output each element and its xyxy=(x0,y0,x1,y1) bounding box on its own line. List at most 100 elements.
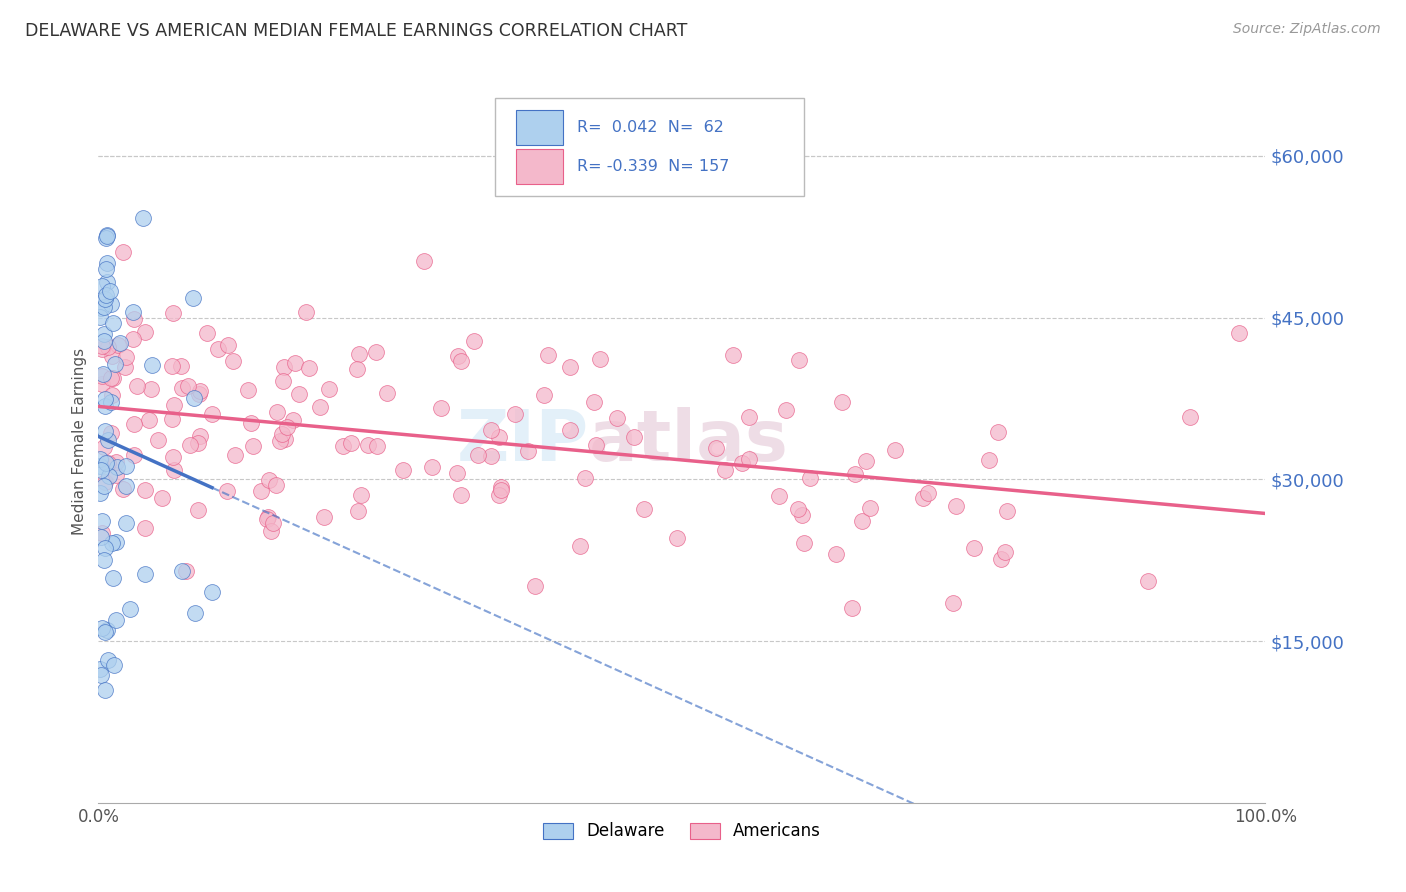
Point xyxy=(101,371,124,385)
Point xyxy=(90,342,112,356)
Point xyxy=(793,536,815,550)
Point xyxy=(911,491,934,505)
Point xyxy=(91,621,114,635)
Point xyxy=(96,623,118,637)
Point xyxy=(134,567,156,582)
Point xyxy=(990,552,1012,566)
Point xyxy=(101,387,124,401)
Point xyxy=(96,227,118,242)
Point xyxy=(281,413,304,427)
Point xyxy=(94,424,117,438)
Point xyxy=(105,534,128,549)
Point xyxy=(1178,410,1201,425)
Point xyxy=(633,501,655,516)
Point xyxy=(195,326,218,340)
Point xyxy=(174,564,197,578)
Point xyxy=(90,530,112,544)
Point xyxy=(963,541,986,556)
Point xyxy=(91,279,114,293)
Point xyxy=(704,441,727,455)
Point xyxy=(713,463,735,477)
Point xyxy=(346,362,368,376)
Point xyxy=(430,401,453,415)
Point xyxy=(89,458,111,473)
Point xyxy=(256,509,278,524)
Point xyxy=(364,345,387,359)
Point xyxy=(90,377,112,392)
Point xyxy=(188,384,211,399)
Point xyxy=(574,471,596,485)
Point xyxy=(287,387,309,401)
Point xyxy=(170,564,193,578)
Point xyxy=(537,348,560,362)
Point xyxy=(222,354,245,368)
Point xyxy=(97,456,120,470)
Point xyxy=(201,407,224,421)
Text: Source: ZipAtlas.com: Source: ZipAtlas.com xyxy=(1233,22,1381,37)
Point xyxy=(479,449,502,463)
Point xyxy=(90,339,112,353)
Point xyxy=(93,440,115,454)
Point xyxy=(104,614,127,628)
Point xyxy=(97,652,120,666)
Point xyxy=(375,385,398,400)
Point xyxy=(560,424,582,438)
Point xyxy=(488,487,510,501)
Point xyxy=(107,338,129,352)
Point xyxy=(107,459,129,474)
Point xyxy=(122,305,145,319)
Text: R= -0.339  N= 157: R= -0.339 N= 157 xyxy=(576,159,730,174)
Point xyxy=(125,379,148,393)
Point xyxy=(731,456,754,470)
Point xyxy=(93,624,115,639)
Point xyxy=(945,499,967,513)
Point xyxy=(987,425,1010,440)
Point xyxy=(97,433,120,447)
Point xyxy=(100,425,122,440)
Point xyxy=(100,535,122,549)
Point xyxy=(100,297,122,311)
Point xyxy=(91,526,114,541)
Point xyxy=(93,479,115,493)
Point xyxy=(489,483,512,498)
Point xyxy=(94,288,117,302)
Point xyxy=(141,358,163,372)
Point xyxy=(96,229,118,244)
Point xyxy=(217,483,239,498)
Point xyxy=(97,340,120,354)
Point xyxy=(1227,326,1250,340)
Point xyxy=(114,360,136,375)
Point xyxy=(187,503,209,517)
Point xyxy=(533,388,555,402)
Point xyxy=(93,553,115,567)
Point xyxy=(294,305,316,319)
Point xyxy=(851,514,873,528)
Point xyxy=(844,467,866,481)
Point xyxy=(90,463,112,477)
Point xyxy=(479,423,502,437)
FancyBboxPatch shape xyxy=(495,98,804,196)
Point xyxy=(98,468,121,483)
Point xyxy=(768,489,790,503)
Point xyxy=(786,502,808,516)
Point xyxy=(790,508,813,522)
Point xyxy=(799,471,821,485)
Point xyxy=(121,332,143,346)
Point xyxy=(103,658,125,673)
Point xyxy=(273,432,295,446)
Point xyxy=(115,479,138,493)
Point xyxy=(463,334,485,348)
Point xyxy=(264,477,287,491)
Point xyxy=(503,407,526,421)
Point xyxy=(162,305,184,319)
Point xyxy=(339,436,361,450)
Point xyxy=(104,358,127,372)
Point xyxy=(89,486,111,500)
Point xyxy=(942,596,965,610)
Point xyxy=(392,462,415,476)
Point xyxy=(94,541,117,555)
Point xyxy=(94,231,117,245)
Point xyxy=(256,511,278,525)
Point xyxy=(260,524,283,538)
Bar xyxy=(516,110,562,145)
